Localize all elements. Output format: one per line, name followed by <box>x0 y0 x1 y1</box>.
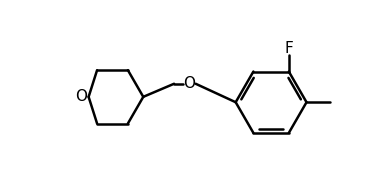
Text: O: O <box>183 76 195 91</box>
Text: O: O <box>75 89 87 104</box>
Text: F: F <box>284 41 293 56</box>
